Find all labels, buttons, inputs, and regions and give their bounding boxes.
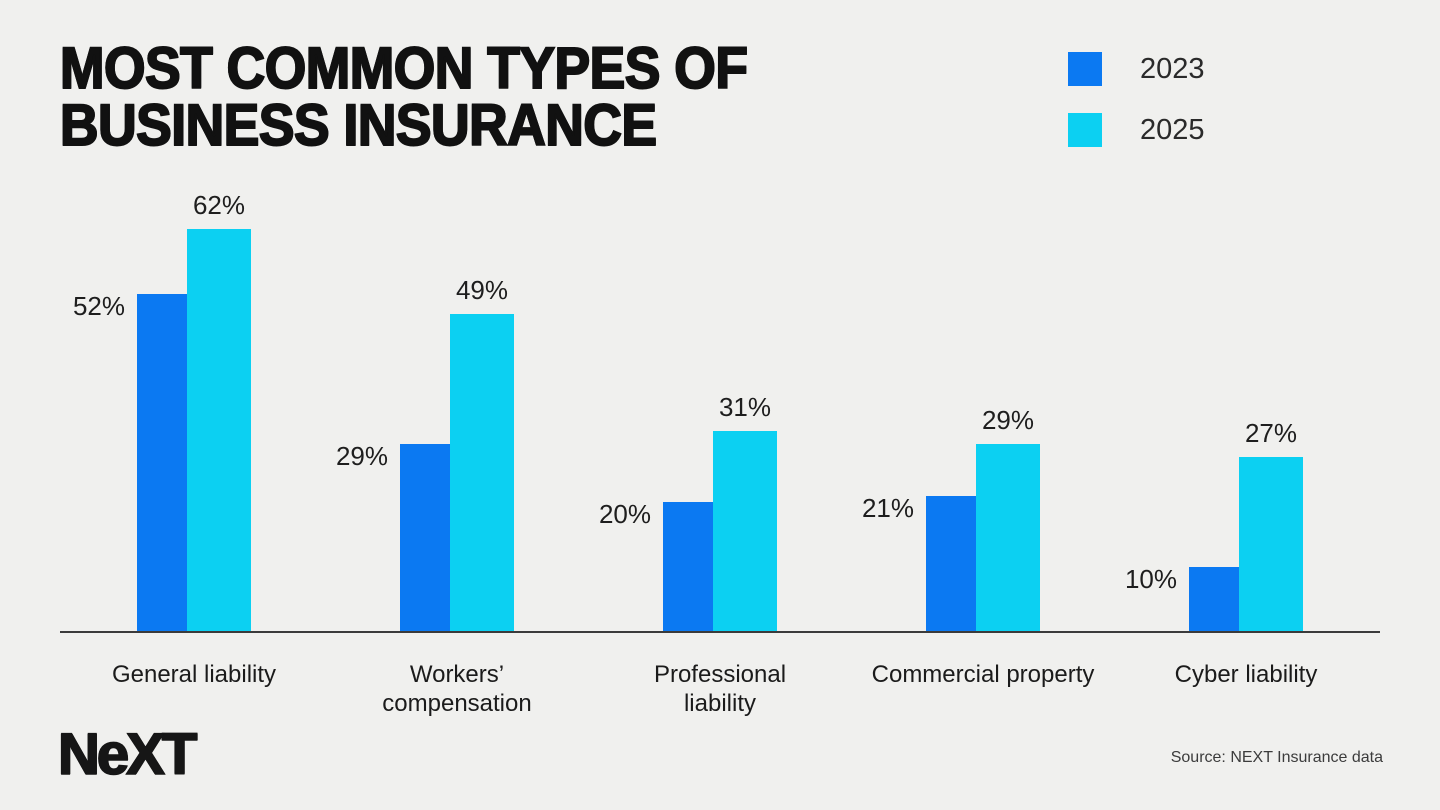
next-logo: NeXT: [57, 722, 198, 787]
chart-title-line1: MOST COMMON TYPES OF: [59, 36, 749, 101]
bar-2023-4: [1189, 567, 1239, 632]
bar-2025-3: [976, 443, 1040, 632]
bar-2023-0: [137, 294, 187, 632]
source-text: Source: NEXT Insurance data: [1170, 749, 1383, 766]
value-label-2023-1: 29%: [335, 440, 388, 471]
legend-item-2025: 2025: [1068, 113, 1205, 147]
value-label-2023-0: 52%: [72, 291, 125, 321]
value-label-2023-3: 21%: [861, 492, 914, 523]
legend-item-2023: 2023: [1068, 52, 1205, 86]
value-label-2023-2: 20%: [598, 499, 651, 529]
bar-2025-4: [1239, 456, 1303, 632]
chart-title-line2: BUSINESS INSURANCE: [59, 93, 658, 158]
value-label-2025-1: 49%: [455, 274, 509, 305]
chart-title: MOST COMMON TYPES OF BUSINESS INSURANCE: [59, 39, 749, 156]
bar-2023-3: [926, 495, 976, 632]
legend-label-2025: 2025: [1140, 114, 1205, 146]
legend-swatch-2023: [1068, 52, 1102, 86]
x-axis-line: [60, 631, 1380, 633]
bar-2025-0: [187, 229, 251, 632]
value-label-2023-4: 10%: [1124, 564, 1177, 594]
category-label-2: Professional liability: [653, 661, 787, 717]
bar-2023-2: [663, 502, 713, 632]
bar-2025-1: [450, 313, 514, 632]
category-label-0: General liability: [111, 661, 277, 688]
legend-label-2023: 2023: [1140, 53, 1205, 85]
bar-2023-1: [400, 443, 450, 632]
category-label-1: Workers’ compensation: [382, 661, 532, 717]
value-label-2025-2: 31%: [718, 391, 772, 422]
value-label-2025-0: 62%: [192, 190, 246, 220]
value-label-2025-4: 27%: [1244, 417, 1298, 448]
value-label-2025-3: 29%: [981, 404, 1035, 435]
category-label-3: Commercial property: [871, 661, 1095, 688]
category-label-4: Cyber liability: [1174, 661, 1318, 688]
bar-2025-2: [713, 430, 777, 632]
legend-swatch-2025: [1068, 113, 1102, 147]
